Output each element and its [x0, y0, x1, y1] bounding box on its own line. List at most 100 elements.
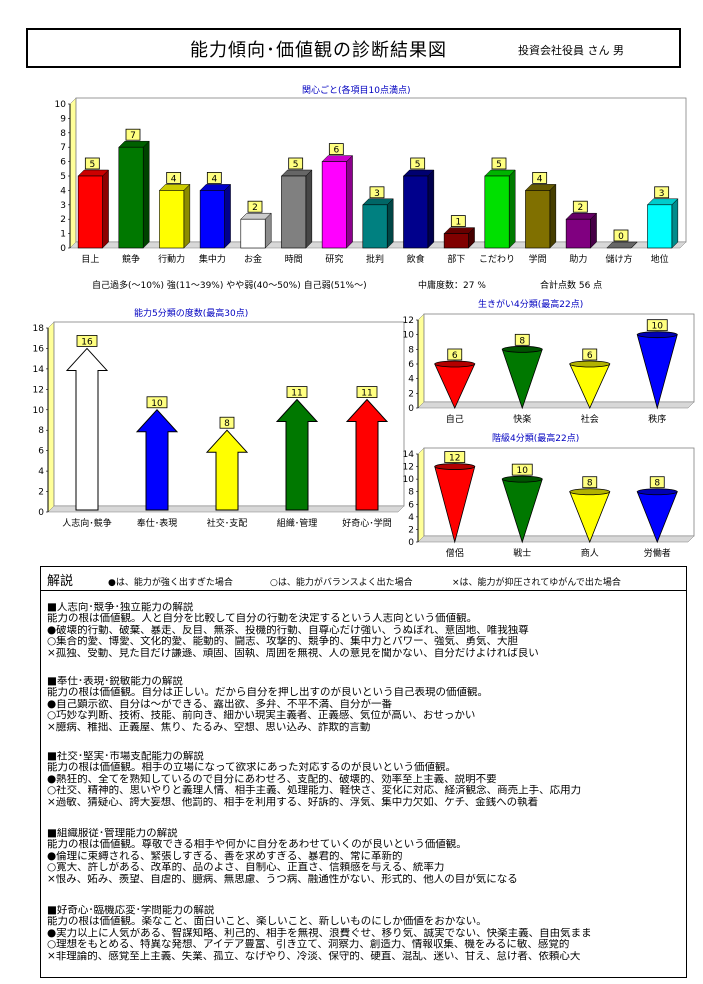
- x-tick-label: 社会: [581, 413, 599, 425]
- value-label-box: [76, 335, 98, 347]
- arrow-bar: [345, 398, 389, 511]
- section-4: ■組織服従･管理能力の解説 能力の根は価値観。尊敬できる相手や何かに自分をあわせ…: [47, 828, 679, 885]
- bar: [321, 161, 347, 249]
- bar: [118, 146, 144, 249]
- x-tick-label: 組織･管理: [277, 517, 318, 529]
- value-label-box: [447, 348, 463, 361]
- bar-side: [346, 154, 353, 249]
- title-box: [26, 28, 681, 68]
- value-label: 4: [537, 174, 543, 184]
- bar-side: [305, 169, 313, 249]
- y-tick-label: 14: [403, 450, 415, 460]
- bar-side: [386, 198, 394, 249]
- class-chart: 0 2 4 6 8 10 12 14 12 僧侶 10 戦士 8 商人 8 労働者: [403, 447, 695, 559]
- x-tick-label: 人志向･競争: [62, 517, 112, 529]
- interest-chart: 0123456789105目上7競争4行動力4集中力2お金5時間6研究3批判5飲…: [55, 97, 687, 265]
- x-tick-label: 社交･支配: [207, 517, 248, 529]
- section-line: ×過敏、猜疑心、誇大妄想、他罰的、相手を利用する、好訴的、浮気、集中力欠如、ケチ…: [47, 796, 539, 808]
- x-tick-label: 奉仕･表現: [137, 517, 178, 529]
- x-tick-label: 自己: [446, 413, 464, 425]
- value-label: 0: [618, 232, 624, 242]
- bar: [77, 175, 103, 249]
- y-tick-label: 6: [60, 158, 66, 168]
- x-tick-label: 学問: [529, 253, 547, 265]
- explanation-box: [40, 566, 687, 978]
- bar: [199, 190, 225, 249]
- bar: [403, 175, 429, 249]
- cone-top: [636, 331, 678, 339]
- bar: [484, 175, 510, 249]
- y-tick-label: 0: [408, 538, 414, 548]
- section-5: ■好奇心･臨機応変･学問能力の解説 能力の根は価値観。楽なこと、面白いこと、楽し…: [47, 905, 679, 962]
- x-tick-label: 目上: [81, 254, 99, 265]
- y-tick-label: 4: [408, 375, 414, 385]
- value-label-box: [654, 186, 670, 199]
- legend-bands: 自己過多(～10%) 強(11～39%) やや弱(40～50%) 自己弱(51%…: [92, 281, 367, 291]
- value-label-box: [491, 157, 507, 170]
- section-line: ●実力以上に人気がある、智謀知略、利己的、相手を無視、浪費ぐせ、移り気、誠実でな…: [47, 927, 592, 939]
- y-tick-label: 18: [33, 324, 45, 334]
- y-tick-label: 2: [408, 389, 414, 399]
- y-tick-label: 10: [403, 475, 415, 485]
- x-tick-label: 好奇心･学問: [342, 517, 392, 529]
- cone-top: [434, 463, 476, 470]
- value-label-box: [582, 348, 598, 361]
- value-label: 6: [452, 351, 458, 361]
- legend-middle: 中庸度数：27 %: [418, 281, 486, 291]
- y-tick-label: 10: [403, 331, 415, 341]
- axis-wall: [47, 321, 55, 513]
- value-label: 3: [374, 189, 380, 199]
- value-label: 5: [293, 160, 299, 170]
- value-label-box: [511, 463, 533, 476]
- y-tick-label: 2: [60, 215, 66, 225]
- class-chart-title: 階級4分類(最高22点): [492, 434, 580, 444]
- y-tick-label: 2: [38, 488, 44, 498]
- section-line: ○理想をもとめる、特異な発想、アイデア豊富、引き立て、洞察力、創造力、情報収集、…: [47, 939, 570, 951]
- section-line: ●自己顕示欲、自分は～ができる、露出欲、多弁、不平不満、自分が一番: [47, 698, 392, 710]
- bar-side: [224, 183, 231, 249]
- explanation-title: 解説: [47, 574, 74, 589]
- bar-side: [427, 169, 435, 249]
- y-tick-label: 5: [60, 172, 66, 182]
- x-tick-label: お金: [244, 253, 262, 265]
- value-label-box: [572, 200, 588, 213]
- value-label: 11: [291, 389, 302, 399]
- bar-side: [183, 183, 191, 249]
- value-label: 8: [654, 479, 660, 489]
- x-tick-label: 戦士: [513, 547, 531, 559]
- section-line: ●倫理に束縛される、緊張しすぎる、善を求めすぎる、暴君的、常に革新的: [47, 850, 403, 862]
- bar: [240, 218, 266, 249]
- section-line: ×臆病、稚拙、正義屋、焦り、たるみ、空想、思い込み、詐欺的言動: [47, 721, 371, 733]
- value-label: 10: [652, 322, 664, 332]
- bar-side: [102, 169, 109, 249]
- y-tick-label: 1: [60, 230, 66, 240]
- legend-weak: ×は、能力が抑圧されてゆがんで出た場合: [452, 578, 621, 588]
- value-label: 4: [171, 174, 177, 184]
- value-label-box: [582, 476, 598, 489]
- bar: [159, 190, 185, 249]
- y-tick-label: 0: [408, 404, 414, 414]
- x-tick-label: 行動力: [158, 253, 185, 265]
- cone-top: [569, 488, 611, 496]
- x-tick-label: こだわり: [479, 254, 515, 265]
- section-heading: ■組織服従･管理能力の解説: [47, 828, 178, 839]
- y-tick-label: 12: [403, 463, 414, 473]
- value-label-box: [247, 200, 263, 213]
- bar: [647, 204, 673, 249]
- value-label: 2: [252, 203, 258, 213]
- section-heading: ■好奇心･臨機応変･学問能力の解説: [47, 905, 215, 916]
- bar-side: [508, 169, 516, 249]
- y-tick-label: 8: [408, 345, 414, 355]
- ikigai-chart-title: 生きがい4分類(最高22点): [478, 300, 584, 310]
- bar-top: [606, 241, 638, 249]
- y-tick-label: 14: [33, 365, 45, 375]
- axis-wall: [417, 313, 425, 409]
- section-line: ×非理論的、感覚至上主義、失業、孤立、なげやり、冷淡、保守的、硬直、混乱、迷い、…: [47, 950, 581, 962]
- bar: [565, 218, 591, 249]
- value-label-box: [450, 215, 466, 227]
- cone-top: [501, 345, 543, 353]
- value-label: 3: [659, 189, 665, 199]
- value-label: 5: [89, 160, 95, 170]
- y-tick-label: 6: [38, 447, 44, 457]
- value-label: 6: [333, 146, 339, 156]
